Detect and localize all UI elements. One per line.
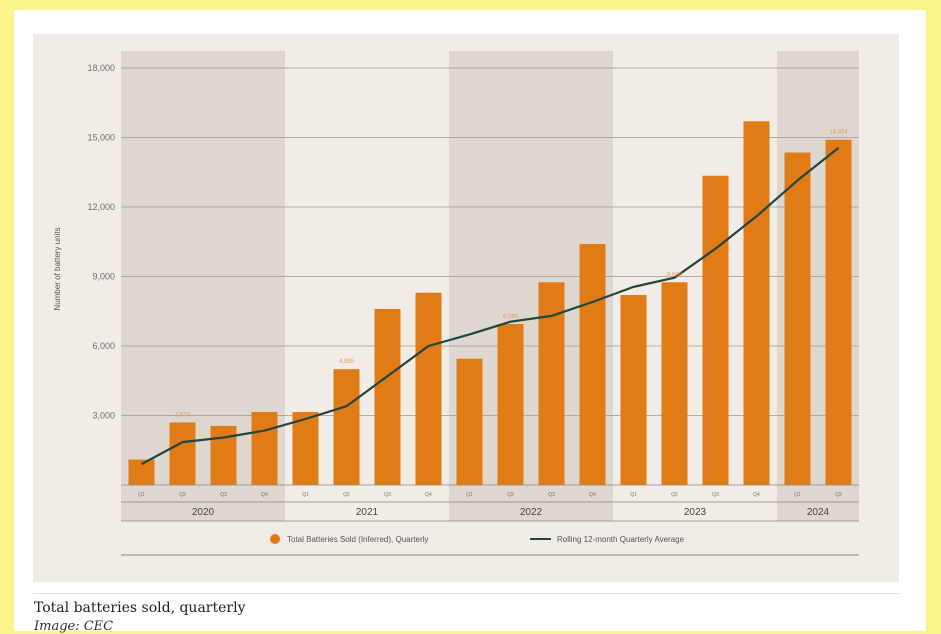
- quarter-label: Q4: [589, 492, 596, 498]
- y-tick-label: 15,000: [87, 133, 115, 143]
- chart-panel: 3,000 6,000 9,000 12,000 15,000 18,000 Number…: [33, 34, 899, 582]
- bar: [702, 175, 729, 485]
- y-axis-label: Number of battery units: [53, 227, 62, 310]
- bar: [497, 323, 524, 485]
- quarter-label: Q1: [466, 492, 473, 498]
- rolling-average-line: [140, 147, 840, 466]
- quarter-label: Q3: [220, 492, 227, 498]
- bar: [333, 369, 360, 485]
- bar: [661, 282, 688, 485]
- legend-bar-swatch: [270, 534, 280, 544]
- data-annotation: 4,985: [339, 359, 355, 365]
- quarter-label: Q4: [261, 492, 268, 498]
- y-tick-label: 12,000: [87, 202, 115, 212]
- year-label: 2023: [684, 507, 707, 518]
- legend-bar-label: Total Batteries Sold (Inferred), Quarter…: [287, 535, 428, 544]
- data-annotation: 8,680: [667, 272, 683, 278]
- legend-line-label: Rolling 12-month Quarterly Average: [557, 535, 685, 544]
- caption-divider: [33, 593, 899, 594]
- bar: [620, 295, 647, 485]
- quarter-label: Q2: [671, 492, 678, 498]
- quarter-label: Q2: [835, 492, 842, 498]
- quarter-label: Q2: [507, 492, 514, 498]
- bar: [579, 244, 606, 485]
- year-label: 2020: [192, 507, 215, 518]
- data-annotation: 2,673: [175, 412, 191, 418]
- image-credit: Image: CEC: [34, 619, 114, 634]
- quarter-label: Q4: [753, 492, 760, 498]
- year-label: 2022: [520, 507, 543, 518]
- bar: [415, 292, 442, 485]
- quarter-label: Q3: [548, 492, 555, 498]
- bar: [210, 425, 237, 485]
- bar: [292, 412, 319, 485]
- quarter-label: Q1: [302, 492, 309, 498]
- quarter-label: Q3: [384, 492, 391, 498]
- y-tick-label: 9,000: [92, 272, 115, 282]
- quarter-label: Q1: [138, 492, 145, 498]
- bar: [784, 152, 811, 485]
- quarter-label: Q1: [630, 492, 637, 498]
- year-label: 2024: [807, 507, 830, 518]
- year-label: 2021: [356, 507, 379, 518]
- quarter-label: Q2: [179, 492, 186, 498]
- y-tick-label: 18,000: [87, 63, 115, 73]
- chart-legend: Total Batteries Sold (Inferred), Quarter…: [270, 534, 685, 544]
- y-tick-label: 6,000: [92, 341, 115, 351]
- bar: [374, 308, 401, 485]
- bar: [169, 422, 196, 485]
- y-tick-label: 3,000: [92, 411, 115, 421]
- data-annotation: 6,980: [503, 314, 519, 320]
- article-figure-card: 3,000 6,000 9,000 12,000 15,000 18,000 Number…: [14, 10, 926, 634]
- bar: [825, 139, 852, 485]
- quarter-label: Q4: [425, 492, 432, 498]
- quarter-label: Q2: [343, 492, 350, 498]
- quarter-label: Q1: [794, 492, 801, 498]
- bar: [251, 412, 278, 485]
- battery-sales-chart: 3,000 6,000 9,000 12,000 15,000 18,000 Number…: [53, 51, 859, 556]
- quarter-label: Q3: [712, 492, 719, 498]
- bar: [456, 358, 483, 485]
- figure-caption: Total batteries sold, quarterly: [34, 600, 246, 616]
- bar: [743, 121, 770, 486]
- data-annotation: 14,904: [829, 130, 848, 136]
